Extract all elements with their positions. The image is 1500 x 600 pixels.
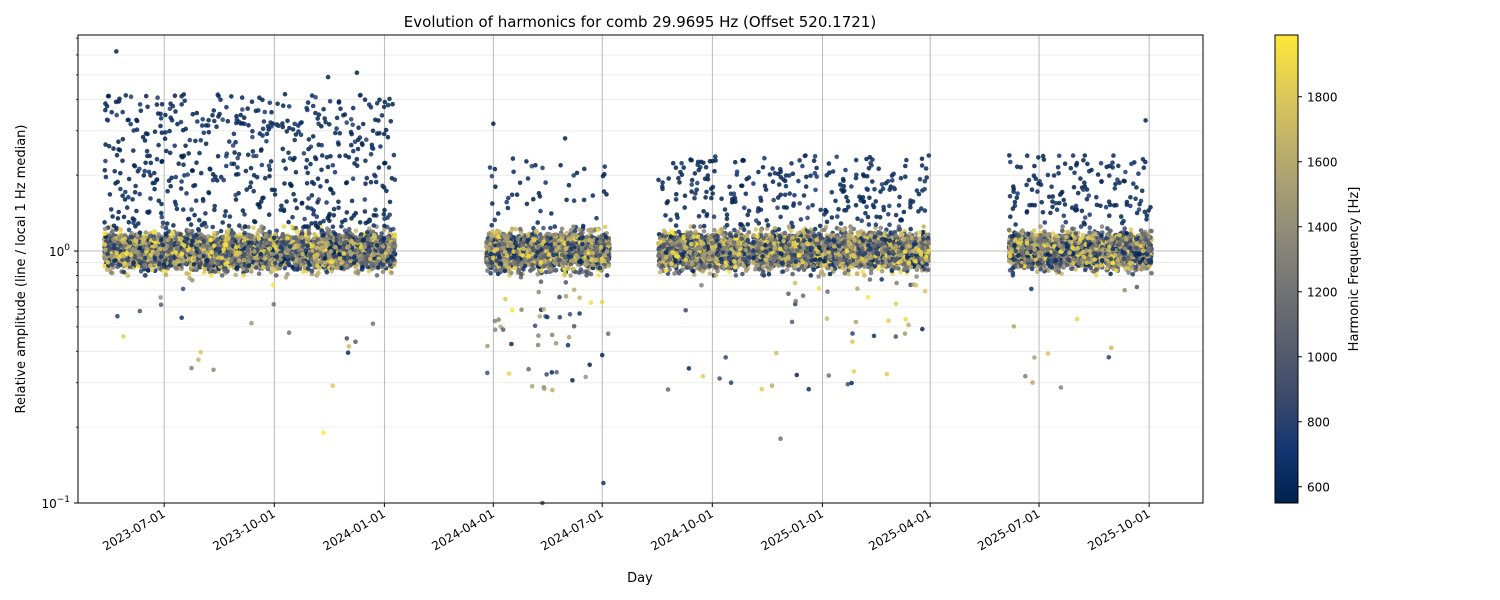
scatter-point — [230, 232, 235, 237]
scatter-point — [338, 266, 344, 271]
scatter-point — [126, 227, 132, 233]
scatter-point — [342, 228, 348, 233]
scatter-point — [374, 273, 380, 278]
scatter-point — [251, 225, 256, 231]
scatter-point — [307, 231, 312, 236]
scatter-point — [267, 229, 272, 235]
scatter-point — [256, 271, 262, 277]
scatter-point — [366, 268, 372, 274]
scatter-point — [184, 271, 189, 276]
scatter-point — [270, 267, 276, 272]
scatter-point — [274, 228, 280, 234]
scatter-point — [156, 232, 161, 237]
scatter-points — [102, 49, 1154, 506]
scatter-point — [292, 267, 297, 272]
scatter-point — [353, 228, 359, 234]
scatter-point — [163, 231, 168, 237]
scatter-point — [226, 227, 231, 233]
chart-title: Evolution of harmonics for comb 29.9695 … — [404, 13, 876, 31]
scatter-point — [219, 273, 225, 278]
scatter-point — [170, 230, 175, 235]
scatter-point — [233, 272, 238, 278]
scatter-point — [379, 231, 385, 236]
scatter-point — [186, 228, 192, 234]
scatter-point — [218, 228, 224, 234]
scatter-point — [380, 269, 386, 275]
scatter-point — [389, 270, 394, 276]
scatter-point — [255, 230, 260, 236]
scatter-point — [365, 229, 370, 235]
scatter-point — [274, 273, 279, 278]
scatter-point — [121, 269, 127, 275]
scatter-point — [110, 228, 115, 234]
scatter-point — [249, 269, 254, 274]
scatter-point — [330, 224, 336, 229]
